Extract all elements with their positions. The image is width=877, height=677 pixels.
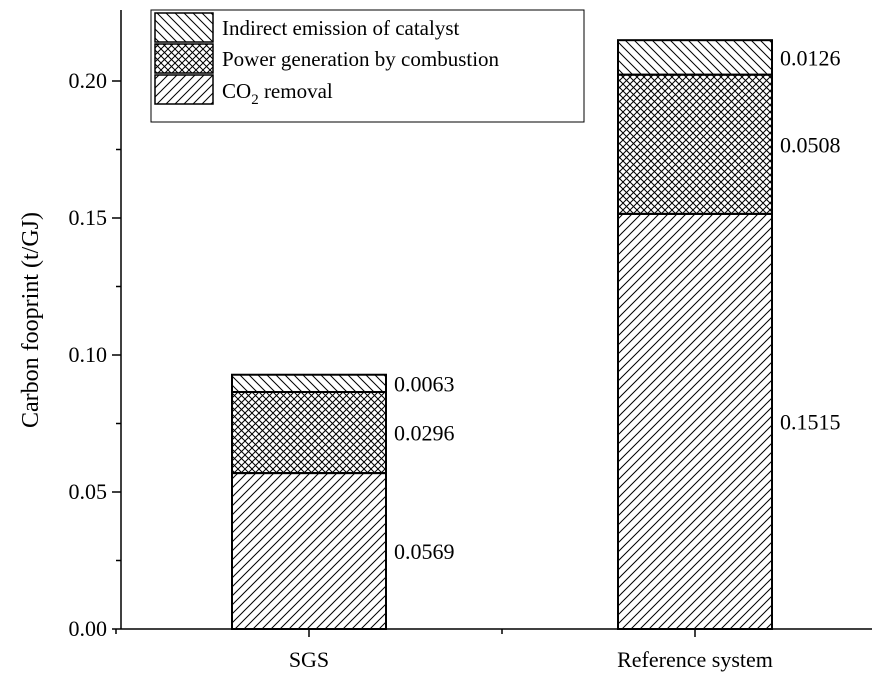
legend-swatch-co2-removal <box>154 74 214 105</box>
legend-label-power-generation: Power generation by combustion <box>222 47 500 71</box>
data-label-sgs-co2-removal: 0.0569 <box>394 539 455 564</box>
data-label-reference-system-indirect-emission-of-catalyst: 0.0126 <box>780 45 841 70</box>
legend-label-co2-removal: CO2 removal <box>222 79 333 108</box>
legend-label-co2-sub: 2 <box>251 92 259 108</box>
data-label-reference-system-power-generation-by-combustion: 0.0508 <box>780 132 841 157</box>
legend-swatch-indirect-emission <box>154 12 214 43</box>
legend-frame <box>150 9 585 123</box>
y-axis-label: Carbon fooprint (t/GJ) <box>18 212 44 428</box>
bar-sgs-power-generation-by-combustion <box>231 390 387 475</box>
bar-reference-system-indirect-emission-of-catalyst <box>617 39 773 76</box>
x-tick-label-reference-system: Reference system <box>617 647 773 672</box>
data-label-sgs-indirect-emission-of-catalyst: 0.0063 <box>394 371 455 396</box>
x-ticks-layer: SGS Reference system <box>115 629 773 672</box>
y-tick-label: 0.10 <box>69 342 108 367</box>
bar-sgs-indirect-emission-of-catalyst <box>231 373 387 393</box>
bar-sgs-co2-removal <box>231 472 387 630</box>
y-tick-label: 0.05 <box>69 479 108 504</box>
bars-layer <box>231 39 773 630</box>
x-tick-label-sgs: SGS <box>289 647 329 672</box>
legend: Indirect emission of catalyst Power gene… <box>150 9 585 123</box>
legend-label-co2-rest: removal <box>259 79 333 103</box>
y-ticks-layer: 0.00 0.05 0.10 0.15 0.20 <box>69 68 121 641</box>
legend-label-indirect-emission: Indirect emission of catalyst <box>222 16 460 40</box>
y-tick-label: 0.00 <box>69 616 108 641</box>
data-label-sgs-power-generation-by-combustion: 0.0296 <box>394 421 455 446</box>
y-tick-label: 0.15 <box>69 205 108 230</box>
legend-swatch-power-generation <box>154 43 214 74</box>
data-labels-layer: 0.0569 0.0296 0.0063 0.1515 0.0508 0.0126 <box>394 45 841 564</box>
legend-label-co2-main: CO <box>222 79 251 103</box>
bar-reference-system-co2-removal <box>617 212 773 630</box>
y-tick-label: 0.20 <box>69 68 108 93</box>
data-label-reference-system-co2-removal: 0.1515 <box>780 409 841 434</box>
bar-reference-system-power-generation-by-combustion <box>617 73 773 215</box>
